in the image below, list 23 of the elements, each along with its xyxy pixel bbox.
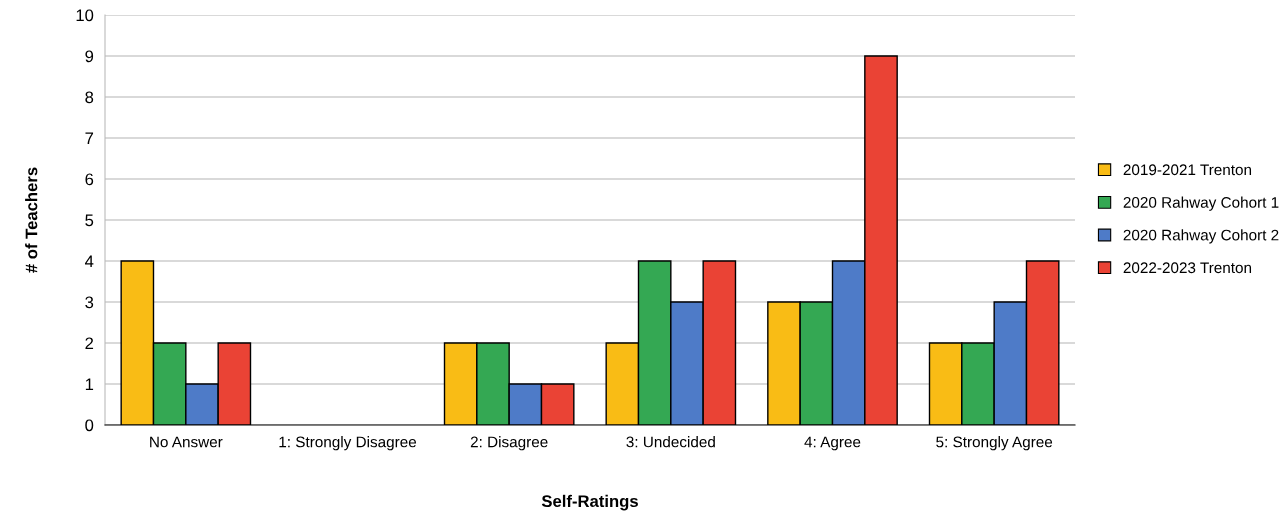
x-tick-label: 4: Agree: [804, 436, 861, 451]
y-axis-title: # of Teachers: [25, 167, 38, 273]
y-tick-label: 2: [85, 337, 94, 350]
x-axis-title: Self-Ratings: [541, 494, 638, 511]
y-tick-label: 3: [85, 296, 94, 309]
legend-label: 2022-2023 Trenton: [1123, 262, 1252, 274]
y-tick-label: 0: [85, 419, 94, 432]
legend-label: 2020 Rahway Cohort 2: [1123, 229, 1279, 244]
legend-label: 2020 Rahway Cohort 1: [1123, 196, 1279, 211]
y-tick-label: 9: [85, 50, 94, 63]
y-tick-label: 8: [85, 91, 94, 104]
y-tick-label: 10: [76, 9, 94, 22]
y-tick-label: 1: [85, 378, 94, 391]
x-tick-label: 5: Strongly Agree: [936, 436, 1053, 451]
legend-label: 2019-2021 Trenton: [1123, 164, 1252, 176]
y-tick-label: 4: [85, 255, 94, 268]
y-tick-label: 7: [85, 132, 94, 145]
x-tick-label: 2: Disagree: [470, 436, 548, 451]
y-tick-label: 6: [85, 173, 94, 186]
x-tick-label: 1: Strongly Disagree: [279, 436, 417, 451]
x-tick-label: No Answer: [150, 436, 223, 448]
x-tick-label: 3: Undecided: [626, 436, 715, 448]
y-tick-label: 5: [85, 214, 94, 227]
